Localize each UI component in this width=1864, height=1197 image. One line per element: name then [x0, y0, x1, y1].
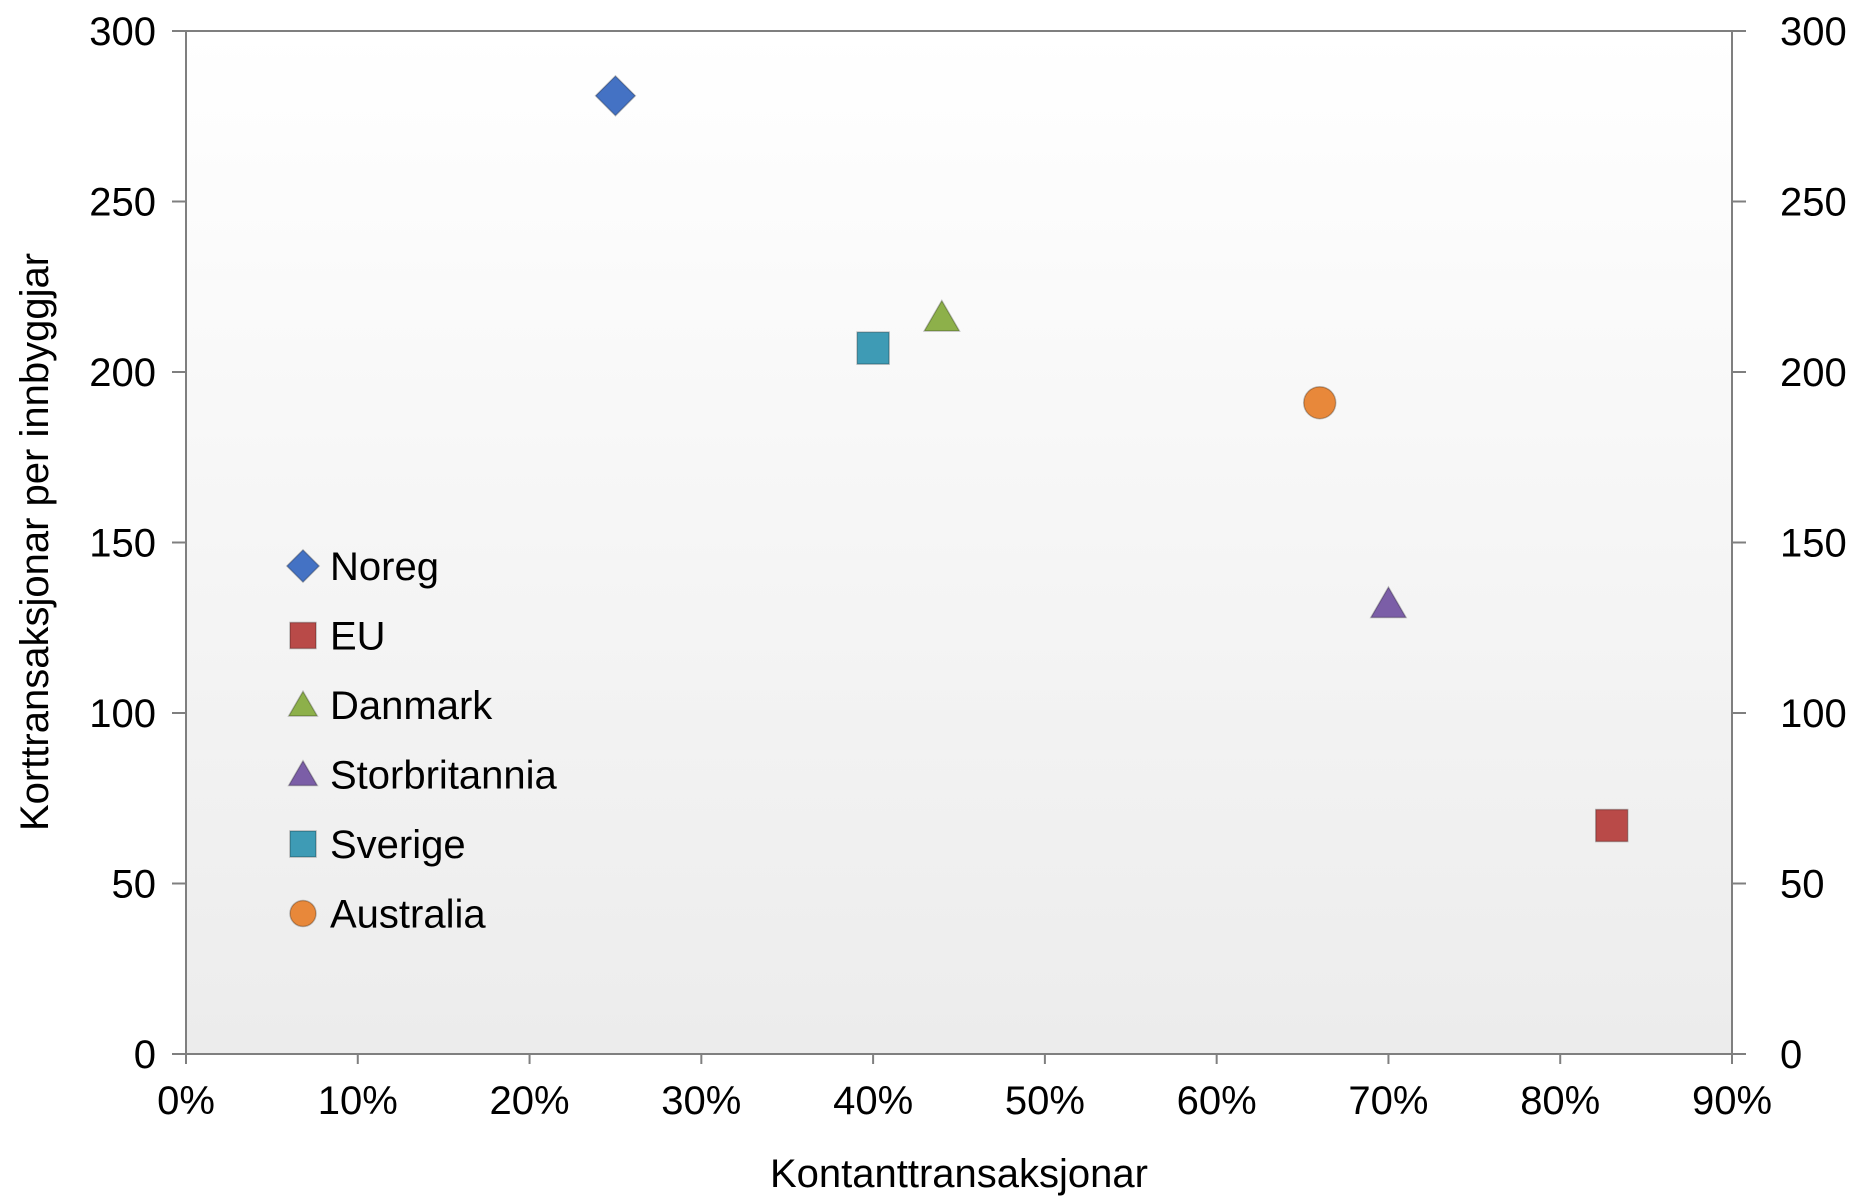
y-tick-label-left: 100 — [89, 692, 156, 736]
legend-label: Sverige — [330, 823, 466, 867]
x-tick-label: 20% — [490, 1079, 570, 1123]
x-tick-label: 70% — [1348, 1079, 1428, 1123]
data-point — [1369, 585, 1408, 619]
legend-label: Storbritannia — [330, 754, 558, 798]
legend-marker — [287, 759, 319, 787]
y-tick-label-left: 50 — [112, 863, 157, 907]
y-tick-label-right: 300 — [1780, 10, 1847, 54]
x-tick-label: 90% — [1692, 1079, 1772, 1123]
legend-label: EU — [330, 615, 386, 659]
y-tick-label-right: 0 — [1780, 1033, 1802, 1077]
data-point — [594, 74, 637, 117]
y-tick-label-right: 50 — [1780, 863, 1825, 907]
x-tick-label: 50% — [1005, 1079, 1085, 1123]
data-point — [1302, 385, 1337, 420]
y-tick-label-left: 150 — [89, 522, 156, 566]
y-tick-label-left: 250 — [89, 181, 156, 225]
x-tick-label: 80% — [1520, 1079, 1600, 1123]
data-point — [856, 331, 890, 365]
legend: Noreg EU Danmark Storbritannia Sverige Austra… — [285, 545, 558, 937]
data-point — [1595, 808, 1629, 843]
y-tick-label-right: 250 — [1780, 181, 1847, 225]
legend-marker — [287, 689, 319, 717]
legend-marker — [289, 899, 317, 928]
x-tick-label: 0% — [157, 1079, 215, 1123]
y-tick-label-left: 0 — [134, 1033, 156, 1077]
legend-marker — [289, 830, 317, 858]
x-tick-label: 30% — [661, 1079, 741, 1123]
y-axis-title: Korttransaksjonar per innbyggjar — [13, 253, 57, 831]
data-point — [922, 299, 961, 332]
legend-label: Australia — [330, 893, 486, 937]
legend-label: Noreg — [330, 545, 439, 589]
axis-ticks — [172, 30, 1746, 1064]
x-tick-label: 40% — [833, 1079, 913, 1123]
x-axis-title: Kontanttransaksjonar — [770, 1152, 1148, 1196]
y-tick-label-right: 200 — [1780, 351, 1847, 395]
x-tick-label: 60% — [1177, 1079, 1257, 1123]
y-tick-label-left: 200 — [89, 351, 156, 395]
y-tick-label-right: 100 — [1780, 692, 1847, 736]
legend-marker — [285, 548, 321, 584]
y-tick-label-left: 300 — [89, 10, 156, 54]
x-tick-label: 10% — [318, 1079, 398, 1123]
y-tick-label-right: 150 — [1780, 522, 1847, 566]
data-points — [594, 74, 1629, 843]
legend-label: Danmark — [330, 684, 493, 728]
plot-area — [185, 30, 1733, 1055]
legend-marker — [289, 621, 317, 650]
